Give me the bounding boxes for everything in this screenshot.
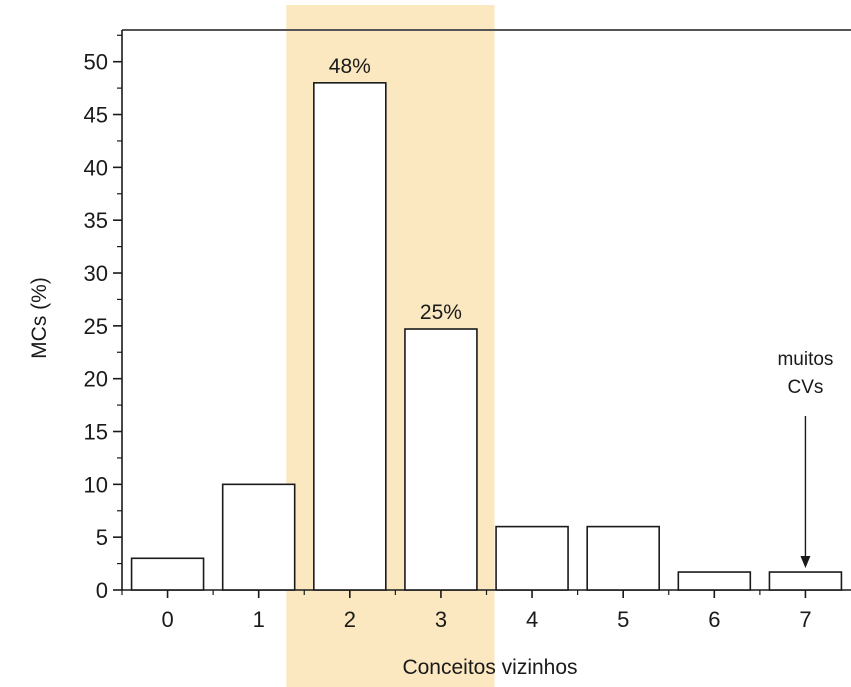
x-tick-label: 2 xyxy=(344,607,356,632)
x-tick-label: 5 xyxy=(617,607,629,632)
y-tick-label: 30 xyxy=(84,261,108,286)
bar-1 xyxy=(221,483,296,591)
x-tick-label: 4 xyxy=(526,607,538,632)
labels: 48% 25% xyxy=(329,55,462,324)
y-tick-label: 10 xyxy=(84,472,108,497)
x-tick-label: 7 xyxy=(799,607,811,632)
y-tick-label: 0 xyxy=(96,578,108,603)
bar-4 xyxy=(495,525,569,591)
y-tick-label: 15 xyxy=(84,420,108,445)
bar-7 xyxy=(768,571,843,591)
y-tick-label: 25 xyxy=(84,314,108,339)
bar-2 xyxy=(313,82,387,591)
bar-3 xyxy=(404,328,478,591)
annotation-line: CVs xyxy=(787,377,823,398)
x-tick-label: 1 xyxy=(253,607,265,632)
y-tick-label: 45 xyxy=(84,103,108,128)
x-tick-label: 0 xyxy=(161,607,173,632)
bar-6 xyxy=(677,571,752,591)
data-label: 25% xyxy=(420,301,462,324)
y-tick-label: 20 xyxy=(84,367,108,392)
bar-0 xyxy=(130,557,205,591)
y-tick-label: 50 xyxy=(84,50,108,75)
y-tick-label: 5 xyxy=(96,525,108,550)
annotation-line: muitos xyxy=(777,349,833,370)
x-tick-label: 6 xyxy=(708,607,720,632)
annotation-arrowhead xyxy=(800,556,811,569)
x-tick-label: 3 xyxy=(435,607,447,632)
data-label: 48% xyxy=(329,55,371,78)
bars xyxy=(130,82,843,591)
annotation: muitos CVs xyxy=(777,349,833,569)
bar-5 xyxy=(586,525,660,591)
x-axis-label: Conceitos vizinhos xyxy=(402,656,577,679)
y-axis-label: MCs (%) xyxy=(28,277,51,359)
y-tick-label: 40 xyxy=(84,155,108,180)
y-tick-label: 35 xyxy=(84,208,108,233)
